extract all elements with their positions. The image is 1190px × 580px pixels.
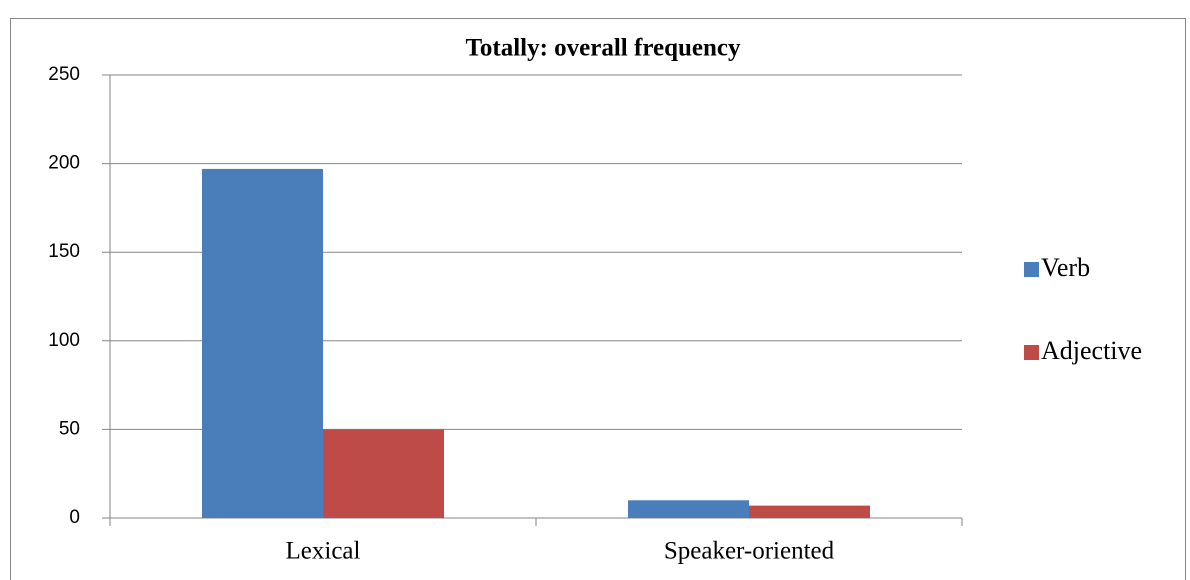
- legend-label: Adjective: [1041, 336, 1142, 365]
- y-tick-label: 100: [48, 330, 80, 351]
- chart-title: Totally: overall frequency: [466, 35, 741, 62]
- bar: [202, 168, 323, 518]
- x-tick-label: Lexical: [286, 538, 361, 565]
- legend-swatch: [1024, 262, 1039, 277]
- bar: [323, 429, 444, 518]
- x-tick-label: Speaker-oriented: [664, 538, 835, 565]
- y-tick-label: 250: [48, 64, 80, 85]
- legend-label: Verb: [1041, 253, 1090, 282]
- bar: [749, 505, 870, 518]
- y-tick-label: 0: [69, 507, 80, 528]
- y-tick-label: 200: [48, 153, 80, 174]
- bar: [628, 500, 749, 518]
- chart-frame: [10, 18, 1186, 580]
- y-tick-label: 50: [59, 418, 80, 439]
- y-tick-label: 150: [48, 241, 80, 262]
- legend-swatch: [1024, 345, 1039, 360]
